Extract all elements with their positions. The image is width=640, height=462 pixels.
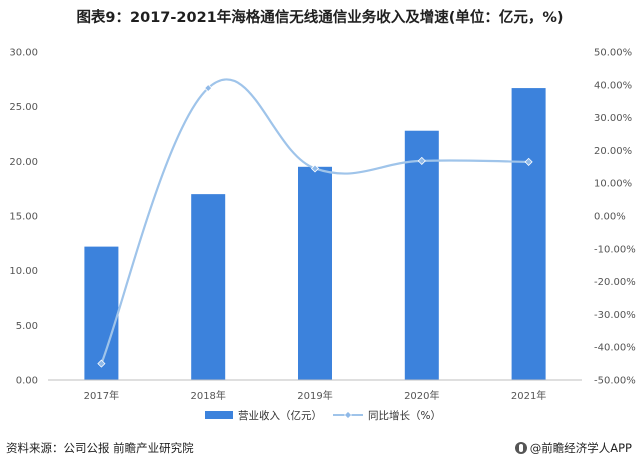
source-note: 资料来源：公司公报 前瞻产业研究院 — [6, 441, 194, 455]
combo-chart: 0.00 5.00 10.00 15.00 20.00 25.00 30.00 -50.00… — [9, 48, 636, 423]
growth-line — [100, 78, 529, 364]
brand-text: @前瞻经济学人APP — [529, 441, 632, 455]
line-point — [524, 157, 533, 166]
y-left-tick-label: 10.00 — [9, 266, 38, 277]
line-series — [97, 78, 533, 368]
legend-bar-swatch — [205, 411, 233, 419]
y-right-tick-label: 0.00% — [594, 212, 626, 223]
brand-label: @前瞻经济学人APP — [514, 440, 632, 456]
y-left-tick-label: 15.00 — [9, 212, 38, 223]
y-right-tick-label: -50.00% — [594, 376, 636, 387]
x-tick-label: 2021年 — [511, 389, 546, 402]
x-tick-label: 2019年 — [297, 389, 332, 402]
chart-title: 图表9：2017-2021年海格通信无线通信业务收入及增速(单位：亿元，%) — [76, 10, 564, 26]
line-point — [310, 164, 320, 173]
bar — [404, 130, 439, 380]
y-left-tick-label: 5.00 — [16, 321, 38, 332]
legend-line-label: 同比增长（%） — [368, 409, 441, 422]
y-left-tick-label: 25.00 — [9, 102, 38, 113]
bar — [191, 194, 226, 380]
y-right-tick-label: 30.00% — [594, 113, 632, 124]
right-axis: -50.00% -40.00% -30.00% -20.00% -10.00% 0.00%… — [594, 48, 636, 387]
legend-bar-label: 营业收入（亿元） — [238, 409, 322, 422]
y-left-tick-label: 0.00 — [16, 376, 38, 387]
line-point — [417, 156, 426, 165]
y-right-tick-label: 50.00% — [594, 48, 632, 59]
x-tick-label: 2018年 — [190, 389, 225, 402]
y-right-tick-label: 10.00% — [594, 179, 632, 190]
x-tick-label: 2017年 — [84, 389, 119, 402]
left-axis: 0.00 5.00 10.00 15.00 20.00 25.00 30.00 — [9, 48, 38, 387]
x-tick-label: 2020年 — [404, 389, 439, 402]
line-point — [204, 84, 213, 93]
y-right-tick-label: -30.00% — [594, 310, 636, 321]
y-right-tick-label: -10.00% — [594, 244, 636, 255]
bar-series — [84, 88, 546, 380]
y-right-tick-label: 20.00% — [594, 146, 632, 157]
y-right-tick-label: 40.00% — [594, 80, 632, 91]
brand-logo-icon — [514, 442, 527, 454]
legend-line-marker — [344, 411, 352, 419]
bar — [511, 88, 546, 380]
y-left-tick-label: 30.00 — [9, 48, 38, 59]
y-right-tick-label: -40.00% — [594, 343, 636, 354]
y-right-tick-label: -20.00% — [594, 277, 636, 288]
legend: 营业收入（亿元） 同比增长（%） — [205, 409, 441, 422]
line-point — [97, 359, 106, 368]
x-axis: 2017年 2018年 2019年 2020年 2021年 — [48, 379, 582, 402]
bar — [298, 166, 332, 380]
y-left-tick-label: 20.00 — [9, 157, 38, 168]
bar — [84, 246, 119, 380]
